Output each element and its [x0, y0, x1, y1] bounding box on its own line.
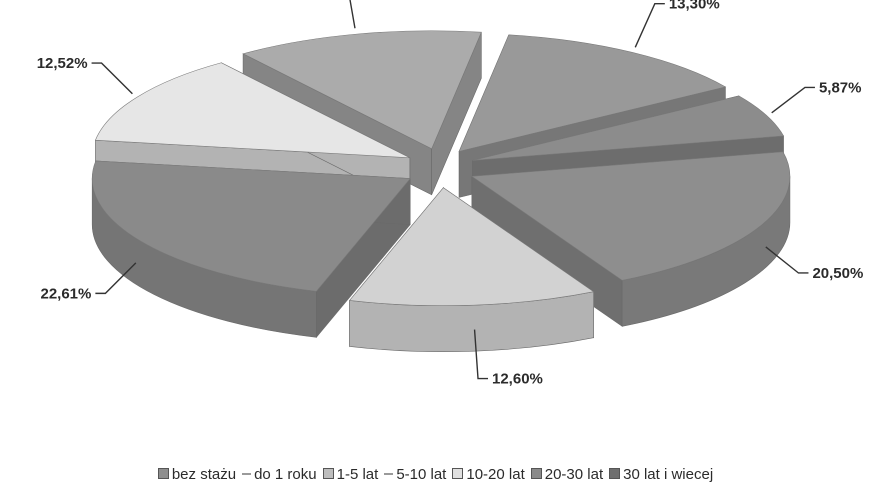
data-label: 13,30%	[669, 0, 720, 13]
data-label: 5,87%	[819, 79, 862, 96]
data-label: 20,50%	[812, 265, 863, 282]
slice-top	[348, 187, 595, 306]
legend-label: 1-5 lat	[336, 466, 379, 483]
slice-top	[94, 62, 410, 159]
legend-swatch	[609, 468, 621, 479]
legend-item: bez stażu	[157, 466, 237, 483]
legend-label: 5-10 lat	[396, 466, 447, 483]
leader-line	[349, 0, 356, 29]
leader-line	[473, 329, 489, 380]
slice-top	[471, 151, 791, 281]
legend-label: do 1 roku	[254, 466, 317, 483]
legend-item: 20-30 lat	[530, 466, 604, 483]
legend-swatch	[157, 468, 169, 479]
legend-item: do 1 roku	[242, 466, 317, 483]
leader-line	[95, 262, 137, 295]
legend-swatch	[452, 468, 464, 479]
legend-swatch	[530, 468, 542, 479]
slice-top	[91, 160, 411, 292]
data-label: 12,60%	[492, 371, 543, 388]
legend-label: bez stażu	[171, 466, 237, 483]
legend-label: 10-20 lat	[466, 466, 525, 483]
legend: bez stażu do 1 roku 1-5 lat 5-10 lat 10-20 l…	[0, 466, 871, 483]
legend-swatch	[242, 473, 252, 475]
slice-top	[472, 95, 785, 161]
legend-item: 1-5 lat	[322, 466, 379, 483]
data-label: 12,52%	[37, 55, 88, 72]
legend-item: 10-20 lat	[452, 466, 525, 483]
slice-top	[458, 34, 727, 152]
legend-label: 20-30 lat	[544, 466, 604, 483]
pie-slice-20-30-lat	[91, 160, 411, 339]
slice-sides	[91, 30, 791, 352]
leader-line	[91, 62, 133, 95]
legend-swatch	[322, 468, 334, 479]
data-label: 22,61%	[40, 285, 91, 302]
legend-swatch	[384, 473, 394, 475]
leader-line	[634, 3, 665, 48]
legend-label: 30 lat i wiecej	[623, 466, 714, 483]
legend-item: 30 lat i wiecej	[609, 466, 713, 483]
leader-line	[765, 246, 809, 274]
data-labels: 20,50%12,60%22,61%12,52%12,60%13,30%5,87…	[37, 0, 864, 388]
label-leaders	[91, 0, 815, 380]
legend-item: 5-10 lat	[384, 466, 446, 483]
pie-slice-1-5-lat	[348, 186, 595, 352]
leader-line	[771, 86, 815, 114]
slice-top	[242, 30, 482, 150]
